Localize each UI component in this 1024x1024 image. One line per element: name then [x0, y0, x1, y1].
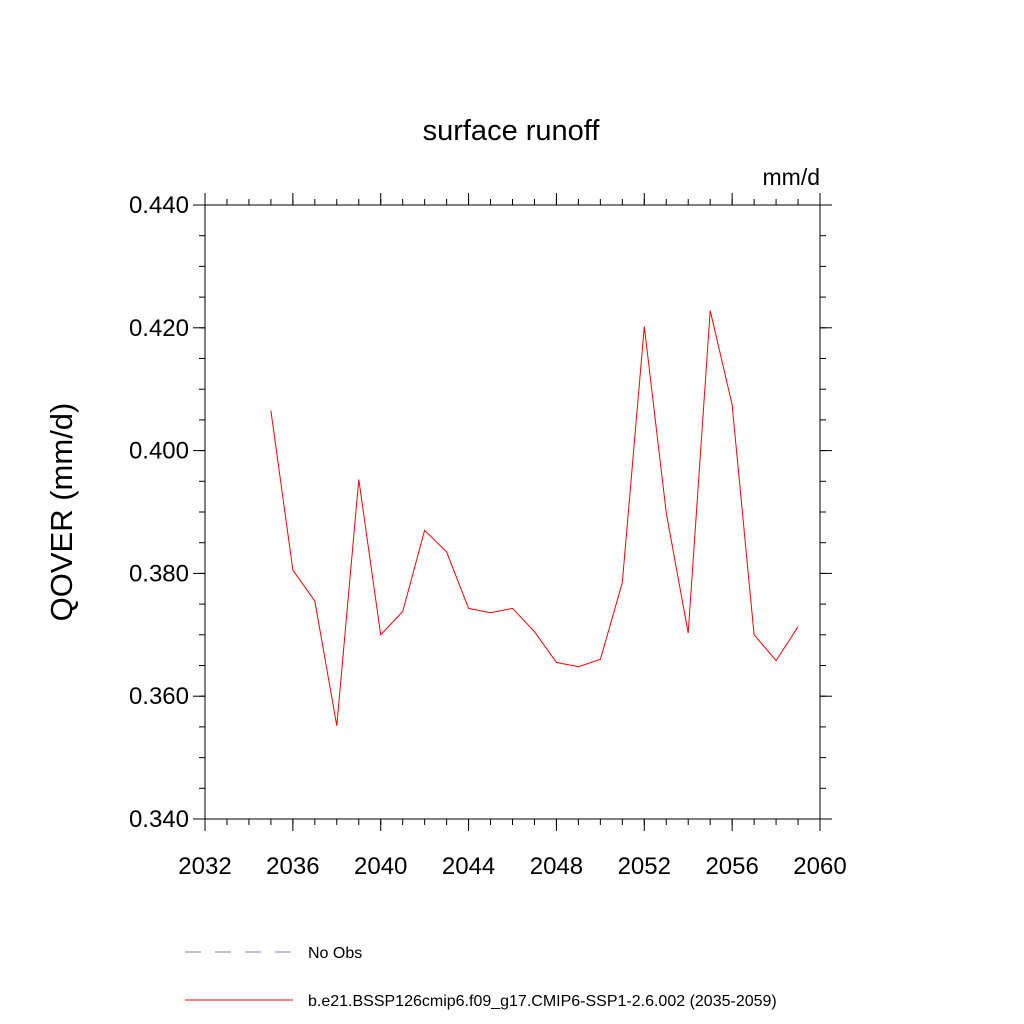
series-layer — [270, 310, 799, 726]
y-tick-label: 0.420 — [129, 315, 189, 342]
y-axis-label: QOVER (mm/d) — [44, 403, 79, 622]
units-label: mm/d — [763, 164, 821, 190]
legend-label-0: No Obs — [308, 945, 362, 962]
series-line-1 — [270, 310, 799, 726]
plot-frame — [204, 204, 821, 820]
legend: No Obs b.e21.BSSP126cmip6.f09_g17.CMIP6-S… — [185, 945, 777, 1010]
y-tick-label: 0.440 — [129, 192, 189, 219]
x-tick-label: 2052 — [618, 853, 671, 880]
x-tick-label: 2048 — [530, 853, 583, 880]
x-tick-label: 2040 — [354, 853, 407, 880]
y-axis: 0.340 0.360 0.380 0.400 0.420 0.440 — [129, 192, 832, 833]
y-tick-label: 0.340 — [129, 806, 189, 833]
x-tick-label: 2060 — [793, 853, 846, 880]
chart-title: surface runoff — [423, 115, 601, 147]
x-tick-label: 2056 — [705, 853, 758, 880]
x-tick-label: 2036 — [266, 853, 319, 880]
legend-label-1: b.e21.BSSP126cmip6.f09_g17.CMIP6-SSP1-2.… — [308, 993, 777, 1010]
y-tick-label: 0.380 — [129, 560, 189, 587]
x-tick-label: 2044 — [442, 853, 495, 880]
x-tick-label: 2032 — [178, 853, 231, 880]
x-axis: 2032 2036 2040 2044 2048 2052 2056 2060 — [178, 193, 847, 880]
y-tick-label: 0.360 — [129, 683, 189, 710]
y-tick-label: 0.400 — [129, 438, 189, 465]
